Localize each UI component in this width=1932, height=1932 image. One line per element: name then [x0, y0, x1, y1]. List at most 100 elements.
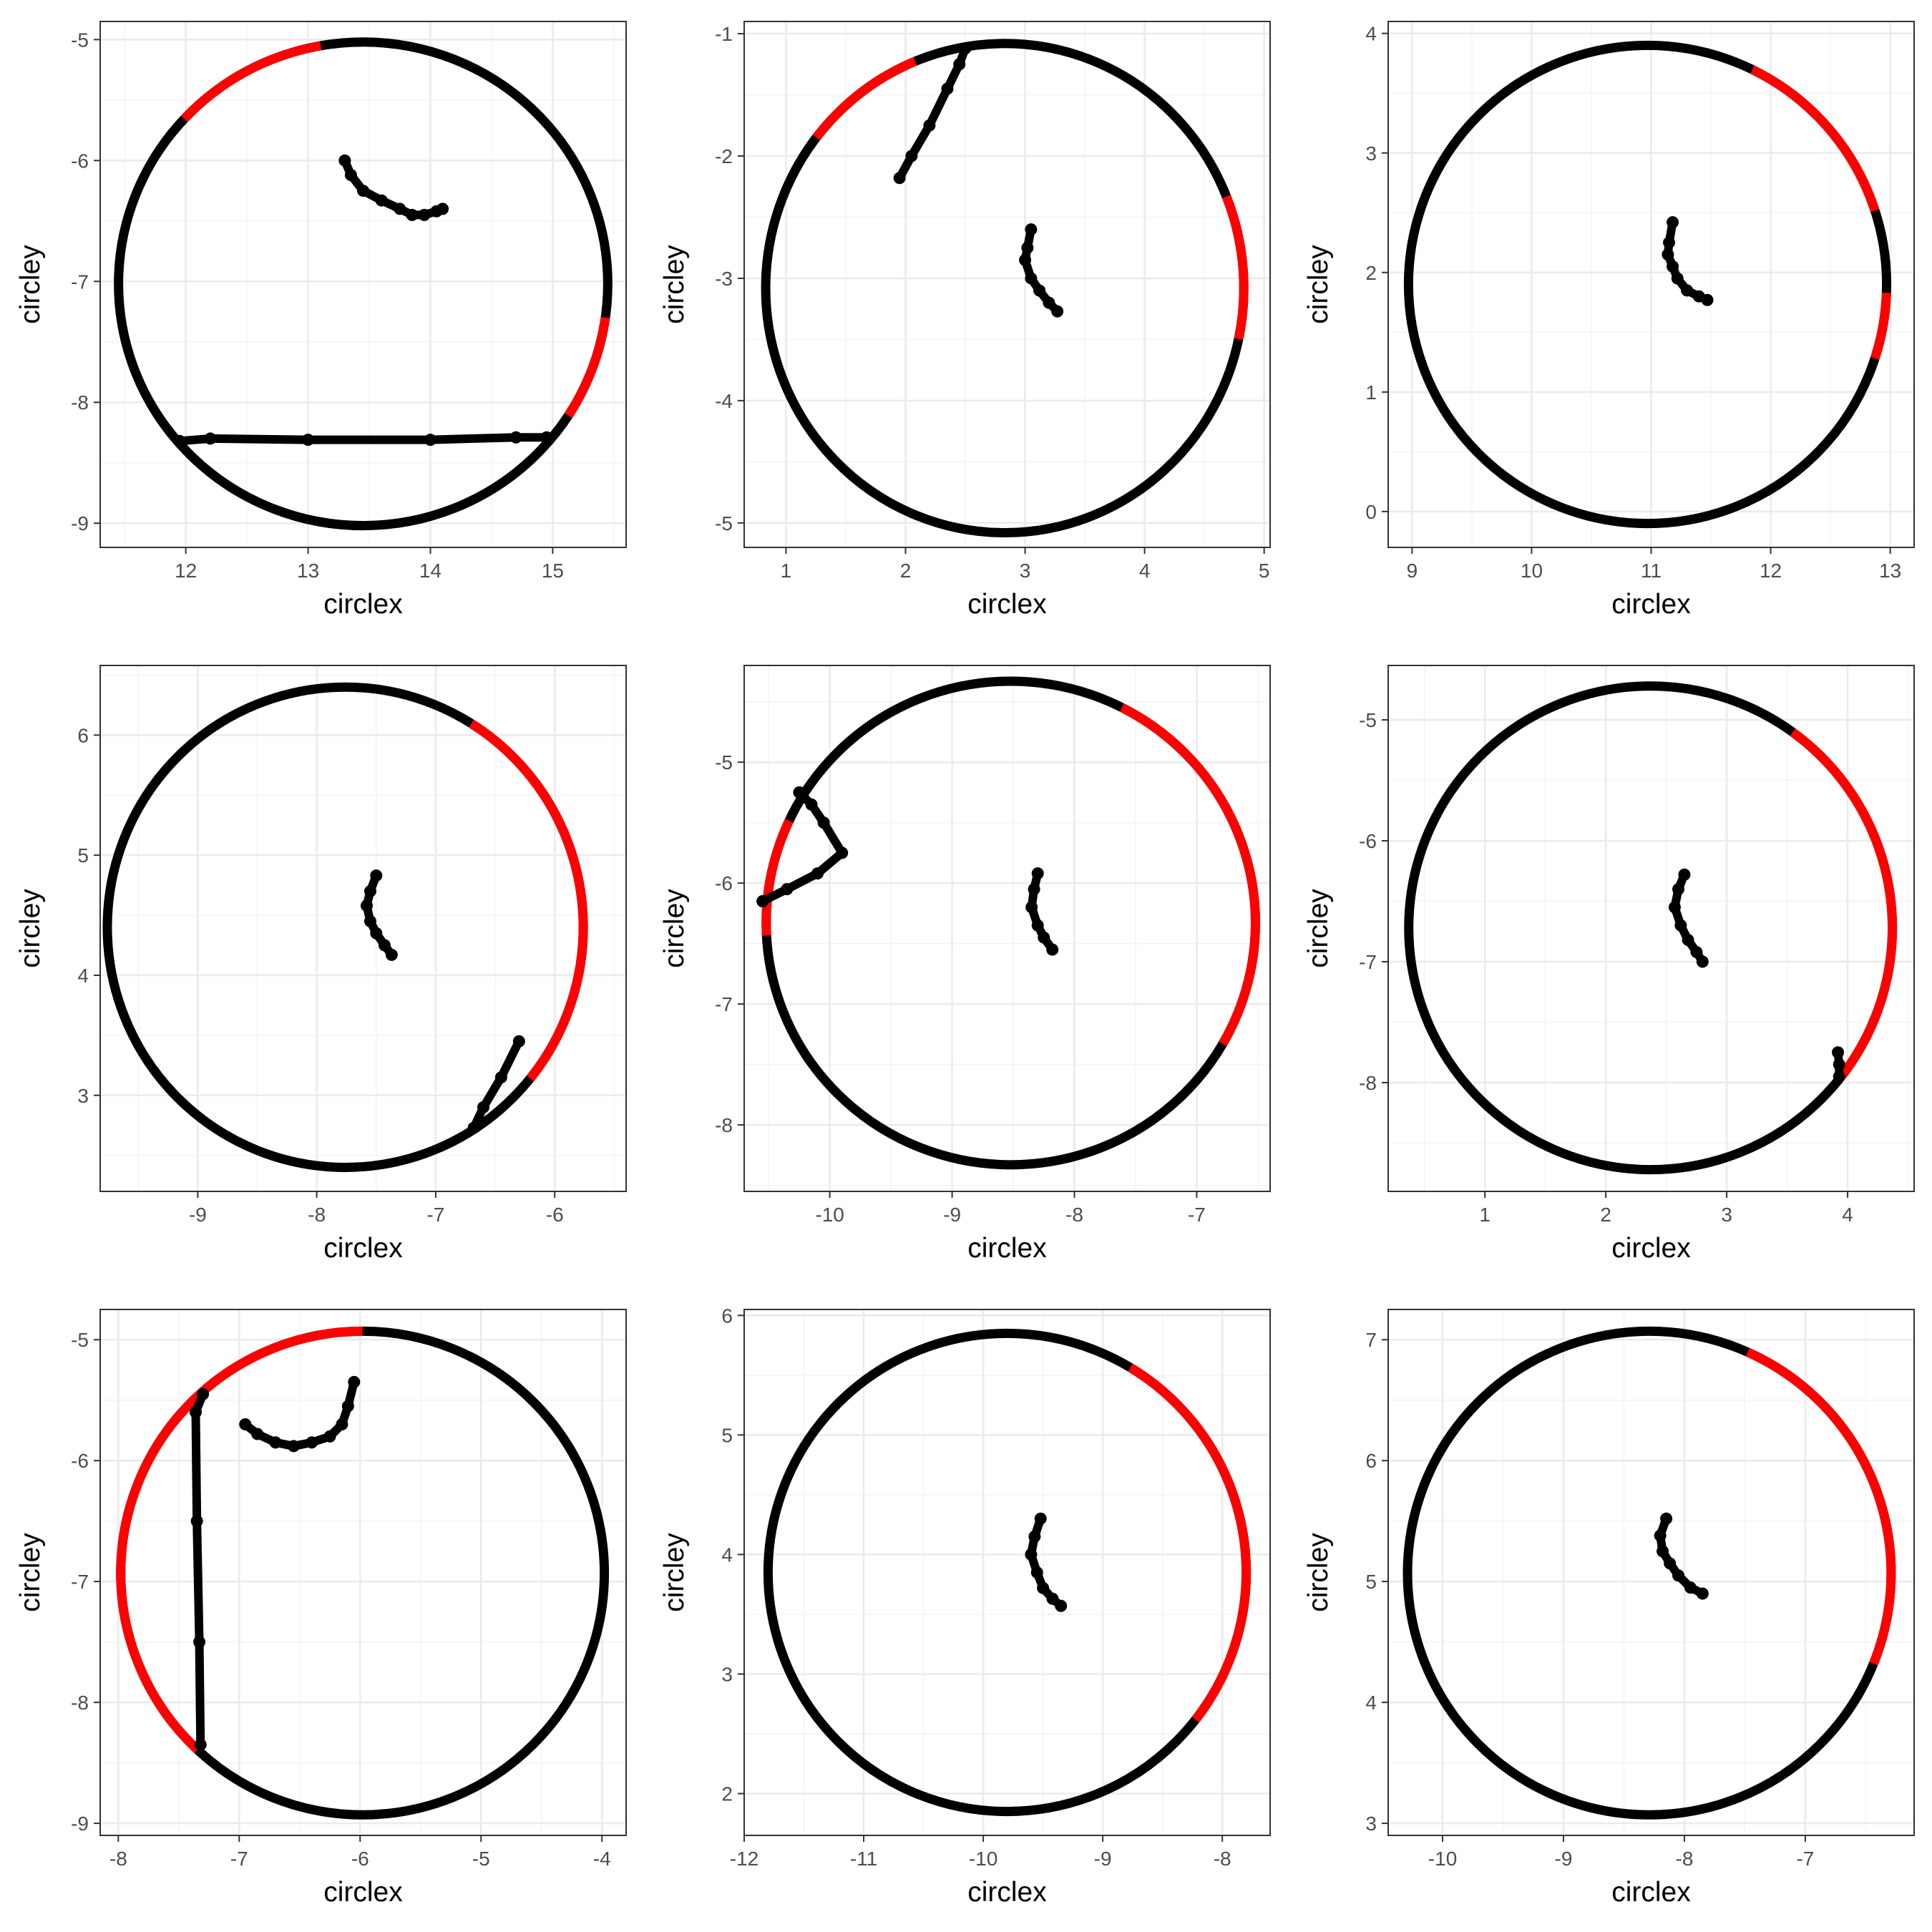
x-tick-label: -9 [1555, 1848, 1573, 1870]
trajectory-point [756, 894, 769, 907]
y-tick-label: 2 [1365, 262, 1377, 284]
trajectory-point [1051, 305, 1064, 318]
y-tick-label: -5 [715, 512, 733, 535]
trajectory-point [364, 914, 376, 927]
trajectory-point [189, 1406, 202, 1419]
x-axis-title: circlex [967, 1877, 1047, 1908]
scatter-panel-2: 1 2 3 4 5 -5 -4 -3 -2 -1 circlex circley [659, 21, 1271, 620]
x-tick-label: -4 [593, 1848, 611, 1870]
trajectory-point [357, 185, 369, 197]
trajectory-point [1031, 919, 1044, 932]
trajectory-point [239, 1418, 252, 1431]
trajectory-point [494, 1071, 507, 1084]
x-tick-label: -7 [230, 1848, 248, 1870]
x-tick-label: -8 [1676, 1848, 1694, 1870]
trajectory-point [344, 169, 357, 182]
panel-border [99, 665, 627, 1192]
plot-background [1388, 665, 1914, 1191]
trajectory-point [1046, 1592, 1059, 1605]
trajectory-point [1037, 1581, 1050, 1594]
trajectory-point [1657, 1545, 1669, 1558]
x-axis-title: circlex [323, 589, 403, 620]
circle-outline [1403, 40, 1892, 529]
data-layer [1402, 1326, 1896, 1820]
scatter-panel-5: -10 -9 -8 -7 -8 -7 -6 -5 circlex circley [659, 665, 1271, 1264]
highlight-arc-2 [761, 819, 794, 936]
plot-background [1388, 1309, 1914, 1835]
plot-background [744, 1309, 1270, 1835]
panel-border [1387, 665, 1915, 1192]
trajectory-point [1690, 945, 1703, 958]
trajectory-point [1025, 901, 1038, 914]
trajectory-point [424, 434, 437, 447]
x-tick-label: 12 [1760, 560, 1782, 582]
trajectory-point [1696, 1587, 1709, 1600]
trajectory-point [375, 194, 388, 207]
trajectory-point [194, 1738, 207, 1751]
x-tick-label: -8 [308, 1204, 326, 1226]
trajectory-point [1033, 284, 1046, 297]
scatter-panel-8: -12 -11 -10 -9 -8 2 3 4 5 6 circlex circley [659, 1304, 1271, 1908]
x-tick-label: 1 [781, 560, 792, 582]
y-tick-label: 7 [1365, 1329, 1377, 1351]
x-axis-title: circlex [323, 1877, 403, 1908]
data-layer [1403, 40, 1892, 529]
panel-border [743, 665, 1271, 1192]
scatter-panel-4: -9 -8 -7 -6 3 4 5 6 circlex circley [15, 665, 627, 1264]
highlight-arc-2 [1745, 1347, 1896, 1574]
scatter-panel-6: 1 2 3 4 -8 -7 -6 -5 circlex circley [1303, 665, 1915, 1264]
y-axis-title: circley [15, 889, 46, 968]
x-tick-label: -6 [546, 1204, 564, 1226]
data-layer [116, 1326, 610, 1820]
trajectory-point [1662, 248, 1674, 261]
y-tick-label: 4 [77, 965, 89, 987]
x-tick-label: -9 [943, 1204, 961, 1226]
trajectory-point [1028, 883, 1040, 896]
trajectory-point [406, 208, 419, 221]
trajectory-point [1028, 1530, 1041, 1543]
x-tick-label: -11 [850, 1848, 877, 1870]
y-tick-label: -7 [715, 993, 733, 1015]
trajectory-point [953, 58, 966, 71]
x-tick-label: 11 [1641, 560, 1662, 582]
trajectory-point [341, 1400, 354, 1413]
gridlines [1388, 21, 1914, 547]
x-tick-label: 9 [1407, 560, 1418, 582]
trajectory-point [1025, 1548, 1038, 1561]
trajectory-point [1660, 1512, 1673, 1525]
scatter-panel-7: -8 -7 -6 -5 -4 -9 -8 -7 -6 -5 circlex circley [15, 1309, 627, 1908]
y-tick-label: 4 [1365, 23, 1377, 45]
x-tick-label: -8 [109, 1848, 127, 1870]
highlight-arc-1 [526, 1058, 547, 1082]
trajectory-point [306, 1436, 318, 1449]
trajectory-point [1046, 943, 1059, 956]
x-tick-label: 3 [1020, 560, 1031, 582]
y-tick-label: -8 [1359, 1072, 1377, 1094]
trajectory-point [923, 119, 936, 132]
trajectory-point [467, 1121, 480, 1134]
trajectory-point [941, 82, 954, 95]
trajectory-point [1696, 955, 1709, 968]
trajectory-point [1654, 1529, 1667, 1542]
y-tick-label: 6 [721, 1304, 733, 1327]
trajectory-point [287, 1440, 300, 1453]
x-tick-label: -7 [1188, 1204, 1206, 1226]
y-tick-label: -9 [71, 512, 89, 535]
trajectory-point [364, 884, 376, 897]
trajectory-point [193, 1636, 206, 1649]
y-tick-label: -5 [715, 751, 733, 774]
trajectory-point [1030, 1566, 1043, 1579]
trajectory-point [360, 899, 373, 912]
x-tick-label: 2 [900, 560, 912, 582]
trajectory-point [959, 42, 972, 55]
y-axis-title: circley [659, 1533, 690, 1612]
trajectory-point [251, 1428, 264, 1440]
trajectory-point [781, 883, 794, 896]
x-axis-title: circlex [1611, 1877, 1691, 1908]
trajectory-point [540, 431, 553, 444]
y-tick-label: 2 [721, 1783, 733, 1805]
highlight-arc-2 [180, 41, 322, 122]
trajectory-point [1034, 1512, 1047, 1525]
y-tick-label: 3 [1365, 1813, 1377, 1835]
trajectory-point [836, 847, 849, 859]
